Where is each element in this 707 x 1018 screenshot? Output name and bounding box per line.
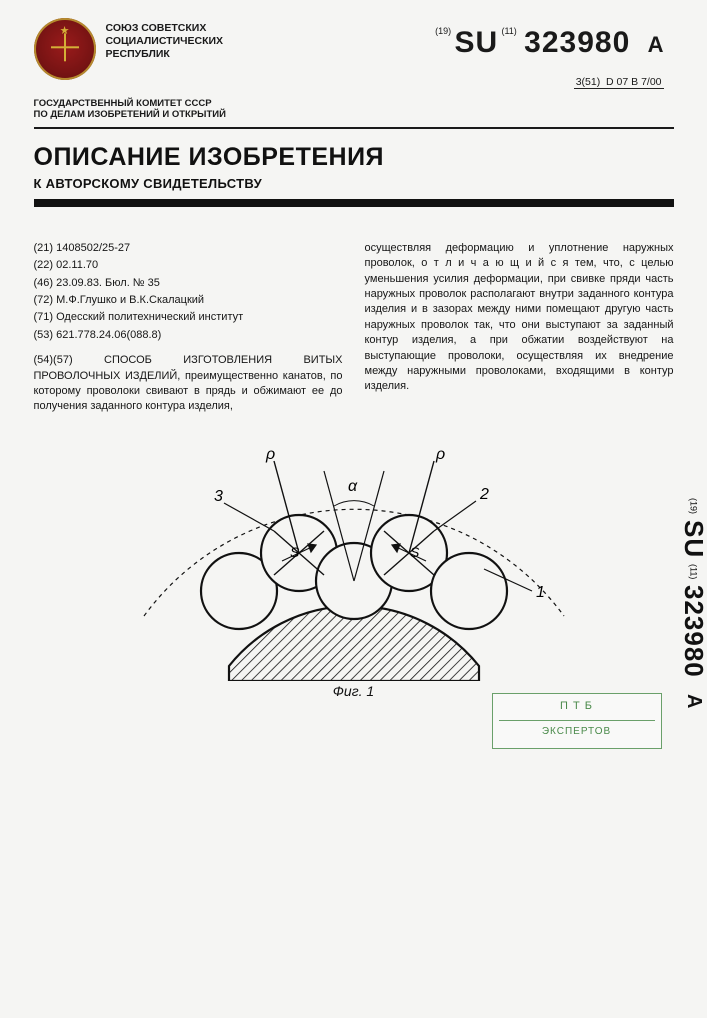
issuing-committee: ГОСУДАРСТВЕННЫЙ КОМИТЕТ СССР ПО ДЕЛАМ ИЗ… — [34, 98, 674, 121]
right-column: осуществляя деформацию и уплотнение нару… — [365, 241, 674, 417]
figure-1: 1 2 3 α ρ ρ S S Фиг. 1 П Т Б ЭКСПЕРТОВ — [34, 441, 674, 701]
ussr-emblem-icon — [34, 18, 96, 80]
fig-label-rho-r: ρ — [435, 446, 445, 463]
union-line: СОЮЗ СОВЕТСКИХ — [106, 22, 224, 35]
union-line: СОЦИАЛИСТИЧЕСКИХ — [106, 35, 224, 48]
fig-label-1: 1 — [536, 584, 545, 601]
label-11: (11) — [501, 26, 516, 36]
fig-label-alpha: α — [348, 478, 358, 495]
side-docid: (19) SU (11) 323980 A — [678, 498, 707, 709]
publication-id: (19) SU (11) 323980 A — [435, 26, 663, 60]
ipc-code: D 07 B 7/00 — [606, 76, 661, 88]
union-name: СОЮЗ СОВЕТСКИХ СОЦИАЛИСТИЧЕСКИХ РЕСПУБЛИ… — [106, 18, 224, 61]
union-line: РЕСПУБЛИК — [106, 48, 224, 61]
label-19: (19) — [435, 26, 451, 36]
stamp-line1: П Т Б — [493, 700, 661, 712]
fig-label-rho-l: ρ — [265, 446, 275, 463]
divider — [34, 127, 674, 129]
biblio-72: (72) М.Ф.Глушко и В.К.Скалацкий — [34, 293, 343, 308]
biblio-22: (22) 02.11.70 — [34, 258, 343, 273]
ipc-classification: 3(51) D 07 B 7/00 — [574, 76, 664, 89]
fig-label-2: 2 — [479, 486, 489, 503]
fig-label-3: 3 — [214, 488, 223, 505]
page-title: ОПИСАНИЕ ИЗОБРЕТЕНИЯ — [34, 143, 674, 172]
doc-number: 323980 — [524, 26, 630, 59]
biblio-21: (21) 1408502/25-27 — [34, 241, 343, 256]
ipc-prefix: 3(51) — [576, 76, 601, 88]
biblio-71: (71) Одесский политехнический институт — [34, 310, 343, 325]
divider-double — [34, 199, 674, 207]
left-column: (21) 1408502/25-27 (22) 02.11.70 (46) 23… — [34, 241, 343, 417]
committee-line: ПО ДЕЛАМ ИЗОБРЕТЕНИЙ И ОТКРЫТИЙ — [34, 109, 674, 120]
kind-code: A — [648, 32, 664, 57]
fig-label-s-l: S — [290, 544, 300, 560]
page-subtitle: К АВТОРСКОМУ СВИДЕТЕЛЬСТВУ — [34, 176, 674, 191]
biblio-53: (53) 621.778.24.06(088.8) — [34, 328, 343, 343]
abstract-right: осуществляя деформацию и уплотнение нару… — [365, 241, 674, 395]
fig-label-s-r: S — [410, 544, 420, 560]
library-stamp: П Т Б ЭКСПЕРТОВ — [492, 693, 662, 749]
side-19: (19) — [689, 498, 699, 514]
side-country: SU — [678, 520, 707, 558]
figure-svg: 1 2 3 α ρ ρ S S — [124, 441, 584, 681]
body-columns: (21) 1408502/25-27 (22) 02.11.70 (46) 23… — [34, 241, 674, 417]
side-number: 323980 — [678, 585, 707, 678]
biblio-46: (46) 23.09.83. Бюл. № 35 — [34, 276, 343, 291]
country-code: SU — [454, 26, 498, 59]
side-kind: A — [682, 694, 705, 708]
committee-line: ГОСУДАРСТВЕННЫЙ КОМИТЕТ СССР — [34, 98, 674, 109]
side-11: (11) — [689, 564, 699, 579]
stamp-line2: ЭКСПЕРТОВ — [493, 726, 661, 737]
abstract-left: (54)(57) СПОСОБ ИЗГОТОВЛЕНИЯ ВИТЫХ ПРОВО… — [34, 353, 343, 415]
